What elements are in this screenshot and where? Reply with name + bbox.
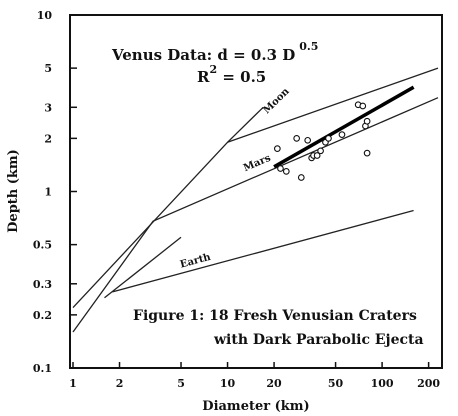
caption-line-2: with Dark Parabolic Ejecta [213,332,424,348]
x-tick-label-50: 50 [328,377,344,390]
annotation-line-1: Venus Data: d = 0.3 D 0.5 [111,40,318,64]
y-tick-label-3: 3 [44,101,52,114]
crater-point-3 [282,168,290,175]
annotation-line-2: R2 = 0.5 [197,63,266,86]
caption-line-1: Figure 1: 18 Fresh Venusian Craters [133,308,417,324]
earth-curve-4 [112,209,414,293]
crater-point-10 [317,147,324,155]
y-tick-label-0.2: 0.2 [33,309,52,322]
ticks-layer: 1 2 5 10 20 50 100 200 0.1 0.2 0.3 0.5 1 2 3 5 10 [33,9,441,390]
mars-curve-2 [72,97,439,333]
x-tick-label-200: 200 [417,377,440,390]
annotation-r-symbol: R [197,68,210,86]
crater-point-1 [273,145,281,152]
y-tick-label-0.3: 0.3 [33,278,52,291]
crater-point-14 [359,102,367,110]
annotation-equation: Venus Data: d = 0.3 D [111,46,295,64]
crater-point-17 [338,131,346,138]
y-tick-label-2: 2 [44,132,52,145]
crater-point-6 [304,136,312,144]
y-tick-label-5: 5 [44,62,52,75]
crater-point-5 [297,174,305,181]
annotation-r-exponent: 2 [209,63,217,76]
crater-point-2 [277,165,284,172]
y-tick-label-10: 10 [37,9,53,22]
annotation-exponent: 0.5 [299,40,318,53]
y-tick-label-1: 1 [44,186,52,199]
earth-curve-3 [104,236,182,299]
x-tick-label-5: 5 [177,377,185,390]
crater-point-18 [363,117,371,125]
data-points [273,101,371,181]
x-tick-label-100: 100 [371,377,394,390]
crater-point-12 [325,135,332,142]
earth-curve-label: Earth [179,252,213,271]
annotation-r-value: = 0.5 [217,68,266,86]
x-tick-label-2: 2 [116,377,124,390]
x-axis-label: Diameter (km) [202,399,309,414]
x-tick-label-10: 10 [220,377,236,390]
moon-curve-label: Moon [261,86,292,117]
y-tick-label-0.5: 0.5 [33,239,52,252]
crater-point-16 [363,149,371,157]
y-tick-label-0.1: 0.1 [33,362,52,375]
x-tick-label-1: 1 [69,377,77,390]
y-axis-label: Depth (km) [6,149,21,233]
moon-curve-1 [227,67,439,143]
venus-fit-line [273,85,415,169]
moon-curve-0 [72,106,264,309]
crater-point-9 [313,152,321,159]
x-tick-label-20: 20 [266,377,282,390]
crater-point-4 [293,135,301,142]
